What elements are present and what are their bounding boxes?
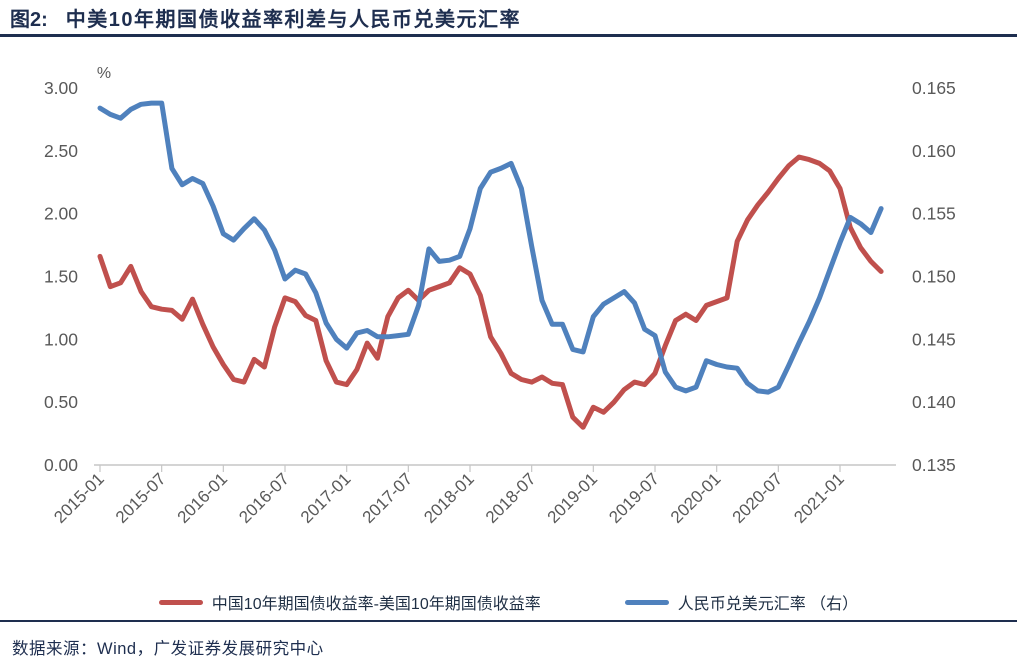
y-axis-label-left: 1.00	[44, 329, 78, 349]
legend-item-spread: 中国10年期国债收益率-美国10年期国债收益率	[158, 590, 541, 614]
blue-line-marker-icon	[624, 599, 669, 605]
footer-divider	[0, 620, 1017, 622]
x-tick-label: 2019-07	[605, 469, 663, 527]
y-axis-label-left: 0.50	[44, 392, 78, 412]
left-axis-unit-label: %	[97, 65, 111, 82]
x-tick-label: 2020-07	[729, 469, 787, 527]
x-tick-label: 2020-01	[667, 469, 725, 527]
x-tick-label: 2018-01	[420, 469, 478, 527]
legend-item-fx: 人民币兑美元汇率 （右）	[624, 590, 859, 614]
legend-label-fx: 人民币兑美元汇率 （右）	[677, 596, 859, 613]
y-axis-label-left: 2.50	[44, 141, 78, 161]
y-axis-label-right: 0.145	[912, 329, 956, 349]
x-tick-label: 2018-07	[482, 469, 540, 527]
yield-spread-fx-chart: 2015-01 2015-07 2016-01 2016-07 2017-01 2017-…	[44, 65, 956, 527]
y-axis-label-right: 0.160	[912, 141, 956, 161]
x-tick-label: 2016-07	[235, 469, 293, 527]
legend-label-spread: 中国10年期国债收益率-美国10年期国债收益率	[211, 596, 541, 613]
figure-header: 图2: 中美10年期国债收益率利差与人民币兑美元汇率	[0, 0, 1017, 37]
series-line-1	[97, 100, 884, 395]
figure-title: 中美10年期国债收益率利差与人民币兑美元汇率	[65, 8, 522, 31]
y-axis-label-right: 0.165	[912, 78, 956, 98]
y-axis-label-left: 2.00	[44, 204, 78, 224]
x-tick-label: 2015-01	[50, 469, 108, 527]
x-tick-label: 2019-01	[544, 469, 602, 527]
y-axis-label-right: 0.135	[912, 455, 956, 475]
x-tick-label: 2017-07	[359, 469, 417, 527]
x-tick-label: 2015-07	[112, 469, 170, 527]
y-axis-label-left: 3.00	[44, 78, 78, 98]
y-axis-label-left: 1.50	[44, 266, 78, 286]
y-axis-label-right: 0.155	[912, 204, 956, 224]
x-tick-label: 2017-01	[297, 469, 355, 527]
x-tick-label: 2021-01	[790, 469, 848, 527]
chart-legend: 中国10年期国债收益率-美国10年期国债收益率 人民币兑美元汇率 （右）	[0, 590, 1017, 614]
figure-number-label: 图2:	[10, 8, 48, 31]
series-line-0	[97, 154, 884, 430]
x-tick-label: 2016-01	[174, 469, 232, 527]
red-line-marker-icon	[158, 599, 203, 605]
y-axis-label-right: 0.140	[912, 392, 956, 412]
data-source-note: 数据来源：Wind，广发证券发展研究中心	[12, 640, 324, 658]
y-axis-label-left: 0.00	[44, 455, 78, 475]
y-axis-label-right: 0.150	[912, 266, 956, 286]
